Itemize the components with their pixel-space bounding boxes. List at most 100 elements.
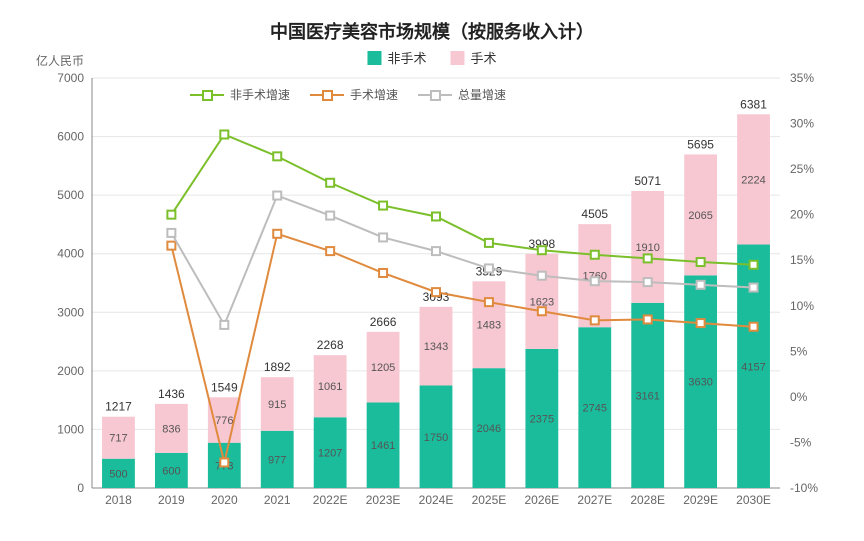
svg-text:5%: 5% (790, 344, 808, 358)
svg-text:2000: 2000 (57, 364, 84, 378)
svg-text:-10%: -10% (790, 481, 818, 495)
total-label: 1549 (211, 380, 238, 394)
chart-svg: 0 1000 2000 3000 4000 5000 6000 7000 -10% -5% 0% 5%… (0, 0, 864, 541)
total-label: 1436 (158, 387, 185, 401)
svg-text:-5%: -5% (790, 435, 812, 449)
bar-label: 3630 (688, 377, 712, 389)
svg-text:0: 0 (77, 481, 84, 495)
x-tick: 2018 (105, 493, 132, 507)
marker-icon (220, 458, 228, 466)
marker-icon (591, 316, 599, 324)
svg-text:6000: 6000 (57, 130, 84, 144)
marker-icon (485, 298, 493, 306)
marker-icon (697, 281, 705, 289)
marker-icon (591, 251, 599, 259)
svg-text:25%: 25% (790, 162, 814, 176)
bar-label: 1061 (318, 381, 342, 393)
marker-icon (379, 233, 387, 241)
marker-icon (697, 258, 705, 266)
svg-text:15%: 15% (790, 253, 814, 267)
total-label: 1892 (264, 360, 291, 374)
bar-label: 1207 (318, 448, 342, 460)
bar-label: 1343 (424, 341, 448, 353)
marker-icon (273, 192, 281, 200)
marker-icon (379, 269, 387, 277)
marker-icon (220, 321, 228, 329)
marker-icon (485, 239, 493, 247)
x-tick: 2021 (264, 493, 291, 507)
marker-icon (538, 307, 546, 315)
marker-icon (326, 179, 334, 187)
svg-text:0%: 0% (790, 390, 808, 404)
bar-label: 1750 (424, 432, 448, 444)
marker-icon (485, 264, 493, 272)
x-tick: 2026E (524, 493, 559, 507)
x-tick: 2023E (366, 493, 401, 507)
marker-icon (750, 261, 758, 269)
svg-text:35%: 35% (790, 71, 814, 85)
marker-icon (432, 247, 440, 255)
marker-icon (326, 212, 334, 220)
x-tick: 2022E (313, 493, 348, 507)
svg-text:10%: 10% (790, 299, 814, 313)
marker-icon (432, 288, 440, 296)
marker-icon (273, 152, 281, 160)
marker-icon (538, 272, 546, 280)
x-tick: 2029E (683, 493, 718, 507)
marker-icon (644, 315, 652, 323)
bar-label: 3161 (635, 390, 659, 402)
bar-label: 600 (162, 465, 180, 477)
line-surg_rate (171, 234, 753, 463)
chart-container: 中国医疗美容市场规模（按服务收入计） 亿人民币 非手术 手术 非手术增速 手术增… (0, 0, 864, 541)
total-label: 5071 (634, 174, 661, 188)
x-tick: 2019 (158, 493, 185, 507)
bar-label: 2745 (583, 403, 607, 415)
bar-label: 2065 (688, 210, 712, 222)
marker-icon (326, 247, 334, 255)
svg-text:1000: 1000 (57, 422, 84, 436)
svg-text:5000: 5000 (57, 188, 84, 202)
bar-label: 500 (109, 468, 127, 480)
svg-text:4000: 4000 (57, 247, 84, 261)
total-label: 2268 (317, 338, 344, 352)
svg-text:7000: 7000 (57, 71, 84, 85)
bar-label: 1483 (477, 320, 501, 332)
bar-label: 4157 (741, 361, 765, 373)
svg-text:3000: 3000 (57, 305, 84, 319)
x-tick: 2020 (211, 493, 238, 507)
total-label: 1217 (105, 400, 132, 414)
bar-label: 2046 (477, 423, 501, 435)
bar-label: 1205 (371, 362, 395, 374)
bar-label: 776 (215, 415, 233, 427)
bar-label: 1910 (635, 242, 659, 254)
marker-icon (220, 130, 228, 138)
marker-icon (644, 278, 652, 286)
marker-icon (750, 284, 758, 292)
x-tick: 2024E (419, 493, 454, 507)
bar-label: 836 (162, 423, 180, 435)
marker-icon (697, 319, 705, 327)
bar-label: 2224 (741, 174, 765, 186)
x-tick: 2030E (736, 493, 771, 507)
bar-label: 717 (109, 433, 127, 445)
marker-icon (644, 254, 652, 262)
bar-label: 915 (268, 399, 286, 411)
svg-text:20%: 20% (790, 208, 814, 222)
bar-label: 1461 (371, 440, 395, 452)
x-tick: 2027E (577, 493, 612, 507)
svg-text:30%: 30% (790, 117, 814, 131)
marker-icon (432, 212, 440, 220)
marker-icon (273, 230, 281, 238)
total-label: 6381 (740, 97, 767, 111)
marker-icon (591, 277, 599, 285)
marker-icon (167, 242, 175, 250)
bar-label: 977 (268, 454, 286, 466)
marker-icon (167, 229, 175, 237)
marker-icon (167, 211, 175, 219)
marker-icon (750, 323, 758, 331)
total-label: 4505 (581, 207, 608, 221)
total-label: 5695 (687, 137, 714, 151)
line-nonsurg_rate (171, 134, 753, 264)
bar-label: 2375 (530, 413, 554, 425)
x-tick: 2025E (472, 493, 507, 507)
